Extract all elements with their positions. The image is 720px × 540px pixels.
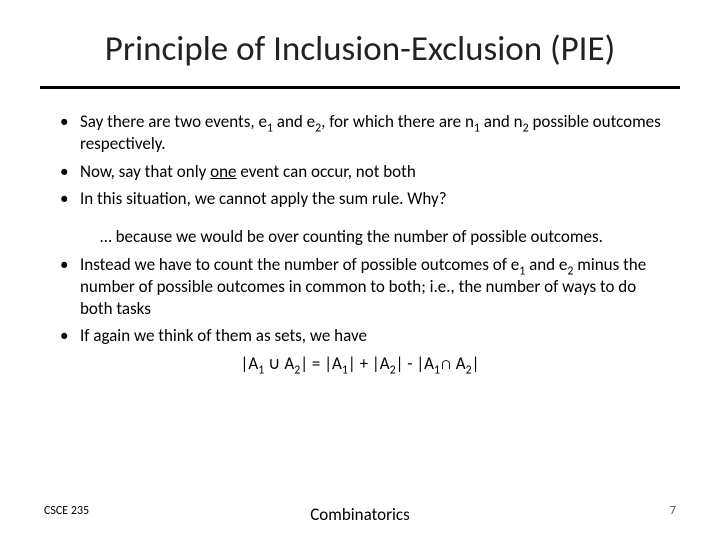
text: Say there are two events, e	[80, 111, 267, 132]
text: Now, say that only	[80, 161, 210, 182]
topic-label: Combinatorics	[310, 504, 410, 525]
spacer	[58, 216, 662, 226]
text: and e	[273, 111, 315, 132]
text: In this situation, we cannot apply the s…	[80, 188, 447, 209]
text: ∩ A	[440, 353, 466, 374]
slide-title: Principle of Inclusion-Exclusion (PIE)	[0, 0, 720, 80]
text: ∪ A	[264, 353, 294, 374]
bullet-2: Now, say that only one event can occur, …	[58, 161, 662, 183]
text: , for which there are n	[321, 111, 474, 132]
text: | - |A	[396, 353, 434, 374]
text: |	[472, 353, 480, 374]
text: If again we think of them as sets, we ha…	[80, 325, 367, 346]
text: | = |A	[300, 353, 342, 374]
bullet-1: Say there are two events, e1 and e2, for…	[58, 111, 662, 155]
bullet-3: In this situation, we cannot apply the s…	[58, 188, 662, 210]
text: and e	[525, 254, 567, 275]
text: |A	[241, 353, 259, 374]
text: Instead we have to count the number of p…	[80, 254, 519, 275]
content-area: Say there are two events, e1 and e2, for…	[0, 89, 720, 374]
bullet-5: If again we think of them as sets, we ha…	[58, 325, 662, 347]
text: | + |A	[348, 353, 390, 374]
formula: |A1 ∪ A2| = |A1| + |A2| - |A1∩ A2|	[58, 353, 662, 374]
bullet-list: Say there are two events, e1 and e2, for…	[58, 111, 662, 347]
page-number: 7	[670, 504, 676, 518]
slide: Principle of Inclusion-Exclusion (PIE) S…	[0, 0, 720, 540]
text: … because we would be over counting the …	[100, 226, 603, 247]
footer: CSCE 235 Combinatorics 7	[0, 504, 720, 518]
text: event can occur, not both	[237, 161, 416, 182]
course-code: CSCE 235	[44, 504, 89, 518]
bullet-4: Instead we have to count the number of p…	[58, 254, 662, 319]
indent-line: … because we would be over counting the …	[58, 226, 662, 248]
text: and n	[480, 111, 523, 132]
underline-text: one	[210, 161, 236, 182]
